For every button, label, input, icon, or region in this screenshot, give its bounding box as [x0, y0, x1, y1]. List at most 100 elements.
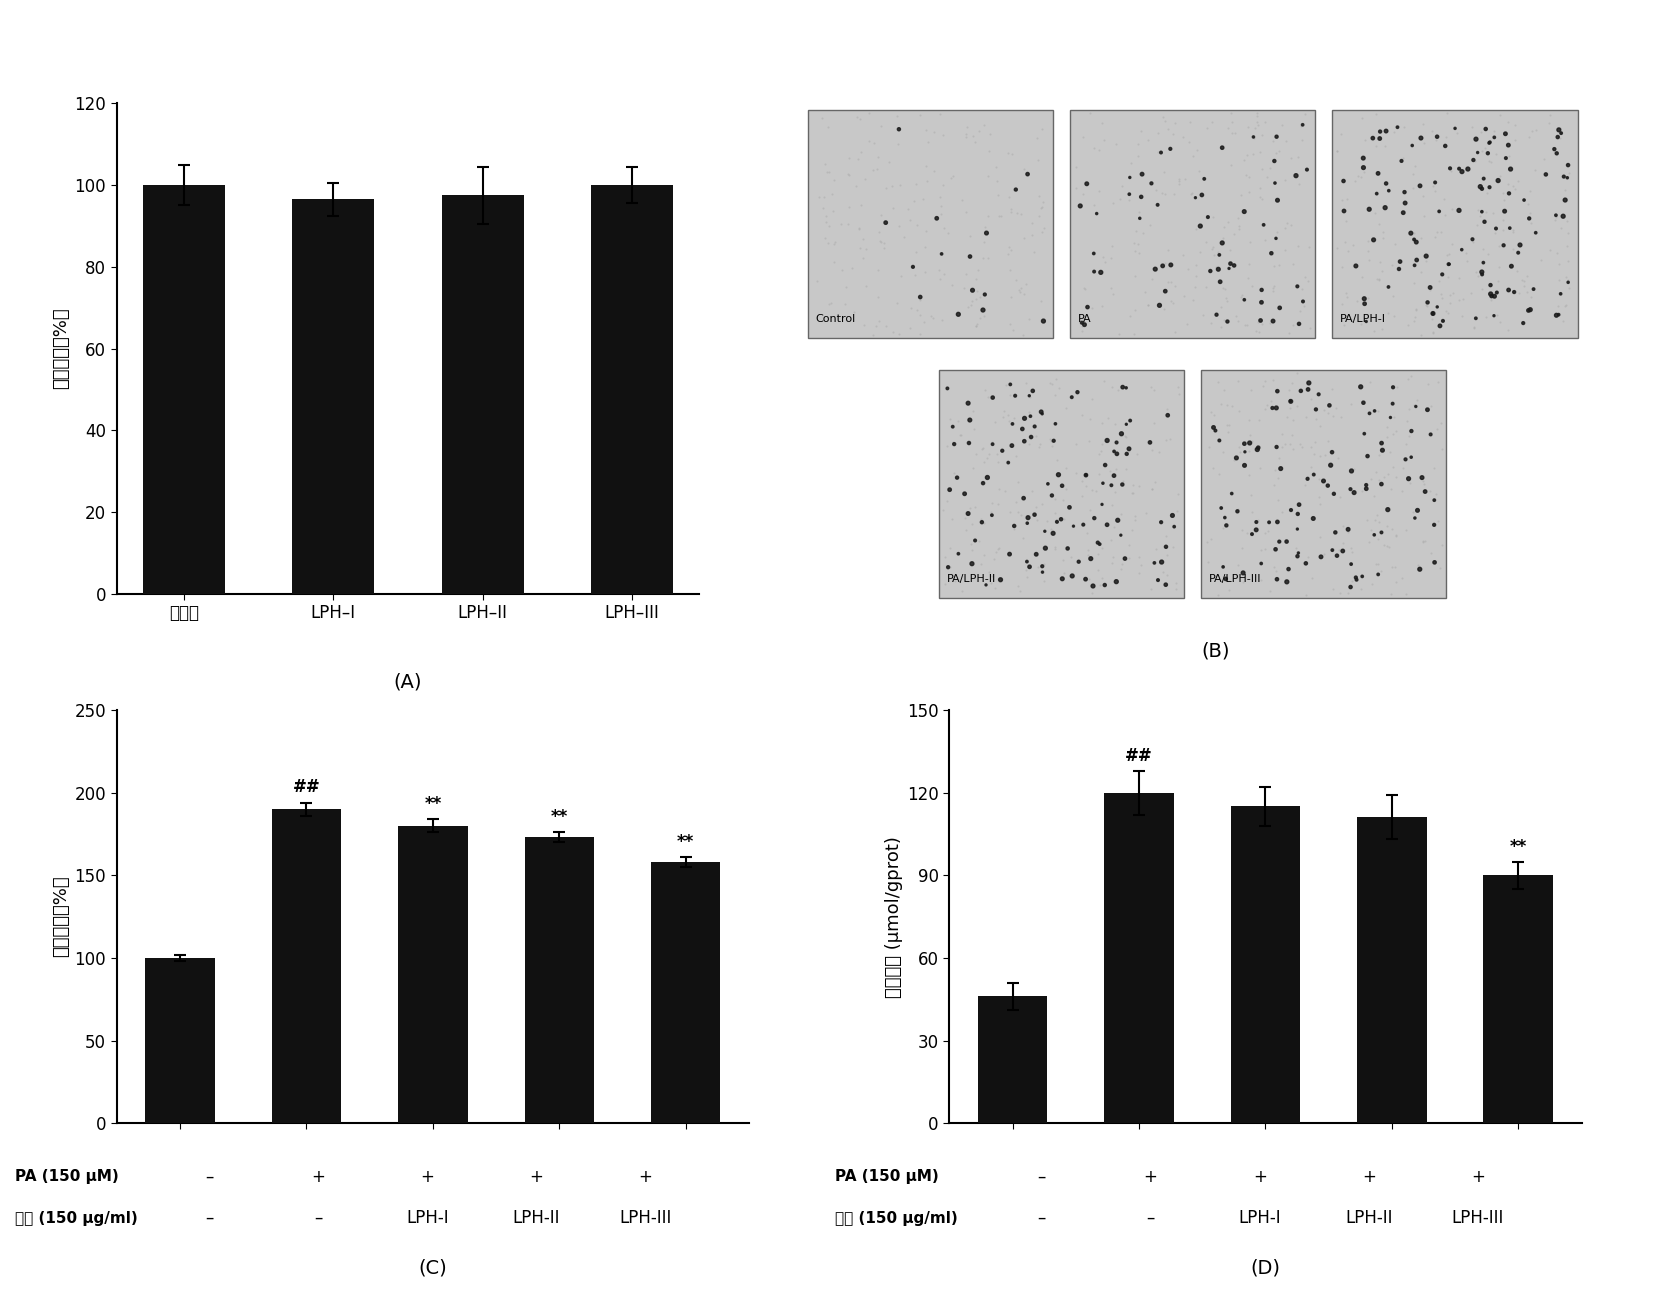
Point — [1401, 256, 1428, 276]
Point — [1509, 276, 1536, 297]
Point — [1268, 502, 1295, 523]
Point — [1290, 296, 1316, 316]
Point — [1291, 553, 1318, 573]
Point — [962, 531, 988, 551]
Point — [1350, 423, 1376, 444]
Point — [1336, 577, 1363, 598]
Point — [1379, 457, 1406, 478]
Point — [1378, 394, 1404, 414]
Point — [1015, 556, 1042, 577]
Point — [1364, 270, 1391, 290]
Point — [1125, 234, 1151, 254]
Point — [929, 174, 955, 195]
Point — [917, 306, 943, 327]
Point — [1143, 569, 1170, 590]
Point — [1122, 266, 1148, 287]
Point — [1018, 225, 1045, 245]
Point — [884, 106, 910, 127]
Point — [830, 294, 857, 315]
Point — [1032, 538, 1058, 559]
Point — [935, 556, 962, 577]
Point — [1265, 489, 1291, 510]
Point — [897, 210, 924, 231]
Point — [1256, 581, 1283, 602]
Point — [925, 187, 952, 208]
Point — [1330, 515, 1356, 536]
Point — [1246, 553, 1273, 573]
Point — [1235, 182, 1261, 203]
Point — [812, 212, 839, 232]
Point — [1020, 241, 1047, 262]
Bar — [293, 199, 374, 594]
Y-axis label: 甘油三酔 (μmol/gprot): 甘油三酔 (μmol/gprot) — [884, 835, 902, 998]
Point — [1120, 241, 1146, 262]
Point — [997, 259, 1023, 280]
Point — [1027, 402, 1053, 422]
Text: LPH-II: LPH-II — [1345, 1210, 1391, 1228]
Point — [1256, 158, 1283, 178]
Point — [1080, 507, 1107, 528]
Point — [1350, 288, 1376, 309]
Point — [1448, 161, 1474, 182]
Point — [953, 503, 980, 524]
Point — [839, 257, 865, 278]
Point — [1186, 241, 1213, 262]
Point — [1112, 377, 1138, 398]
Point — [1233, 523, 1260, 544]
Point — [1255, 522, 1281, 542]
Bar — [1200, 371, 1446, 598]
Point — [1374, 536, 1401, 556]
Point — [1298, 568, 1325, 589]
Point — [1350, 147, 1376, 168]
Point — [1394, 399, 1421, 420]
Point — [1113, 444, 1140, 465]
Point — [1273, 572, 1300, 593]
Bar — [441, 195, 522, 594]
Point — [1416, 280, 1443, 301]
Bar — [1331, 110, 1577, 338]
Point — [1493, 319, 1519, 340]
Point — [934, 556, 960, 577]
Point — [1013, 507, 1040, 528]
Point — [1015, 434, 1042, 454]
Bar — [1103, 793, 1173, 1123]
Point — [1316, 454, 1343, 475]
Point — [1373, 417, 1399, 438]
Point — [905, 105, 932, 125]
Point — [1218, 111, 1245, 132]
Point — [1418, 121, 1444, 142]
Point — [1419, 457, 1446, 478]
Point — [1243, 103, 1270, 124]
Point — [1223, 371, 1250, 391]
Point — [1085, 181, 1112, 201]
Point — [1491, 147, 1518, 168]
Point — [1088, 494, 1115, 515]
Point — [1288, 129, 1315, 150]
Point — [997, 240, 1023, 261]
Point — [947, 425, 973, 445]
Point — [1295, 380, 1321, 400]
Point — [1123, 146, 1150, 167]
Point — [1353, 445, 1379, 466]
Point — [1112, 427, 1138, 448]
Point — [983, 444, 1010, 465]
Point — [1228, 538, 1255, 559]
Point — [947, 581, 973, 602]
Point — [1361, 400, 1388, 421]
Point — [1205, 241, 1231, 262]
Point — [862, 315, 889, 336]
Point — [952, 519, 978, 540]
Point — [1188, 185, 1215, 205]
Point — [1250, 376, 1276, 396]
Point — [835, 165, 862, 186]
Point — [1364, 445, 1391, 466]
Point — [1364, 564, 1391, 585]
Point — [1236, 232, 1263, 253]
Point — [995, 244, 1022, 265]
Point — [1401, 272, 1428, 293]
Point — [1368, 560, 1394, 581]
Point — [1198, 239, 1225, 259]
Point — [1459, 316, 1486, 337]
Point — [955, 432, 982, 453]
Point — [1373, 536, 1399, 556]
